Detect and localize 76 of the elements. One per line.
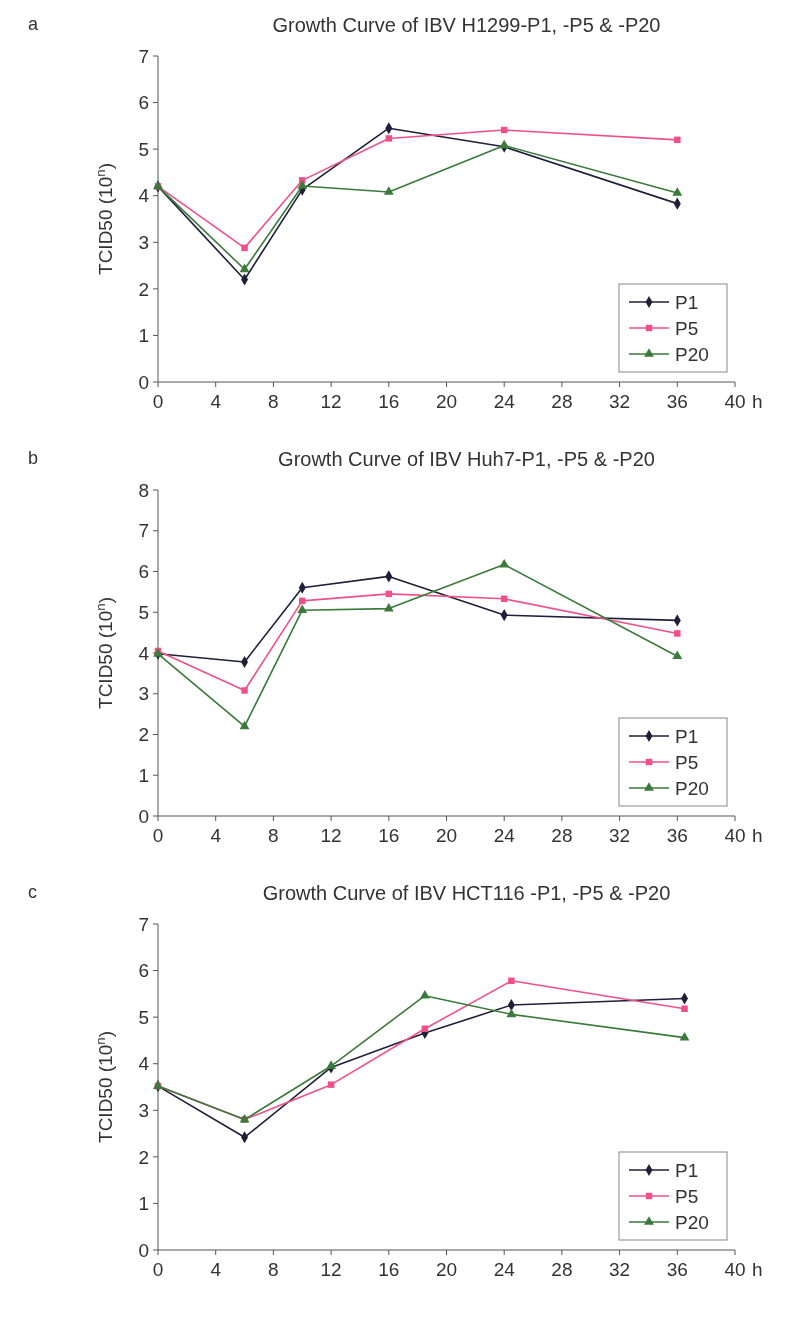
- y-tick-label: 5: [138, 1006, 149, 1028]
- y-tick-label: 6: [138, 561, 149, 583]
- x-tick-label: 24: [493, 825, 516, 846]
- x-tick-label: 20: [435, 1259, 458, 1280]
- chart-title: Growth Curve of IBV HCT116 -P1, -P5 & -P20: [262, 882, 671, 904]
- y-tick-label: 4: [138, 1053, 150, 1075]
- legend-label: P20: [675, 343, 709, 365]
- y-tick-label: 1: [138, 764, 149, 786]
- x-tick-label: 36: [666, 1259, 688, 1280]
- chart-title: Growth Curve of IBV Huh7-P1, -P5 & -P20: [278, 448, 655, 470]
- y-tick-label: 7: [138, 913, 149, 935]
- x-tick-label: 0: [152, 1259, 164, 1280]
- x-tick-label: 4: [210, 825, 222, 846]
- x-tick-label: 40: [724, 1259, 746, 1280]
- x-tick-label: 12: [320, 391, 342, 412]
- x-tick-label: 4: [210, 1259, 222, 1280]
- x-tick-label: 4: [210, 391, 222, 412]
- x-tick-label: 24: [493, 1259, 516, 1280]
- x-tick-label: 28: [551, 825, 573, 846]
- x-tick-label: 16: [378, 1259, 400, 1280]
- y-tick-label: 4: [138, 642, 150, 664]
- x-tick-label: 28: [551, 391, 573, 412]
- x-tick-label: 8: [268, 825, 279, 846]
- x-tick-label: 32: [609, 391, 631, 412]
- chart-title: Growth Curve of IBV H1299-P1, -P5 & -P20: [272, 14, 661, 36]
- text: a: [28, 14, 39, 34]
- x-tick-label: 0: [152, 391, 164, 412]
- y-tick-label: 7: [138, 520, 149, 542]
- legend-label: P20: [675, 1211, 709, 1233]
- x-tick-label: 36: [666, 825, 688, 846]
- x-tick-label: 20: [435, 825, 458, 846]
- y-tick-label: 8: [138, 479, 149, 501]
- text: b: [28, 448, 39, 468]
- y-tick-label: 7: [138, 45, 149, 67]
- x-tick-label: 40: [724, 825, 746, 846]
- x-tick-label: 24: [493, 391, 516, 412]
- x-tick-label: 0: [152, 825, 164, 846]
- y-tick-label: 3: [138, 683, 149, 705]
- y-tick-label: 4: [138, 185, 150, 207]
- legend-label: P1: [675, 1159, 699, 1181]
- y-tick-label: 0: [138, 805, 149, 827]
- legend-label: P1: [675, 291, 699, 313]
- y-tick-label: 3: [138, 1099, 149, 1121]
- x-tick-label: 8: [268, 1259, 279, 1280]
- y-tick-label: 6: [138, 960, 149, 982]
- x-axis-title: h: [752, 825, 763, 846]
- x-tick-label: 20: [435, 391, 458, 412]
- x-tick-label: 8: [268, 391, 279, 412]
- y-tick-label: 2: [138, 278, 149, 300]
- y-tick-label: 3: [138, 231, 149, 253]
- x-axis-title: h: [752, 1259, 763, 1280]
- x-tick-label: 32: [609, 825, 631, 846]
- legend-label: P5: [675, 751, 699, 773]
- legend-label: P5: [675, 317, 699, 339]
- text: c: [28, 882, 37, 902]
- y-tick-label: 5: [138, 138, 149, 160]
- x-tick-label: 12: [320, 825, 342, 846]
- y-tick-label: 1: [138, 325, 149, 347]
- y-tick-label: 2: [138, 1146, 149, 1168]
- y-tick-label: 6: [138, 92, 149, 114]
- x-tick-label: 16: [378, 825, 400, 846]
- x-tick-label: 28: [551, 1259, 573, 1280]
- legend-label: P20: [675, 777, 709, 799]
- x-tick-label: 32: [609, 1259, 631, 1280]
- legend-label: P5: [675, 1185, 699, 1207]
- y-tick-label: 1: [138, 1193, 149, 1215]
- y-tick-label: 0: [138, 1239, 149, 1261]
- x-tick-label: 40: [724, 391, 746, 412]
- x-tick-label: 36: [666, 391, 688, 412]
- x-tick-label: 16: [378, 391, 400, 412]
- legend-label: P1: [675, 725, 699, 747]
- y-tick-label: 2: [138, 724, 149, 746]
- y-tick-label: 0: [138, 371, 149, 393]
- y-tick-label: 5: [138, 601, 149, 623]
- x-tick-label: 12: [320, 1259, 342, 1280]
- x-axis-title: h: [752, 391, 763, 412]
